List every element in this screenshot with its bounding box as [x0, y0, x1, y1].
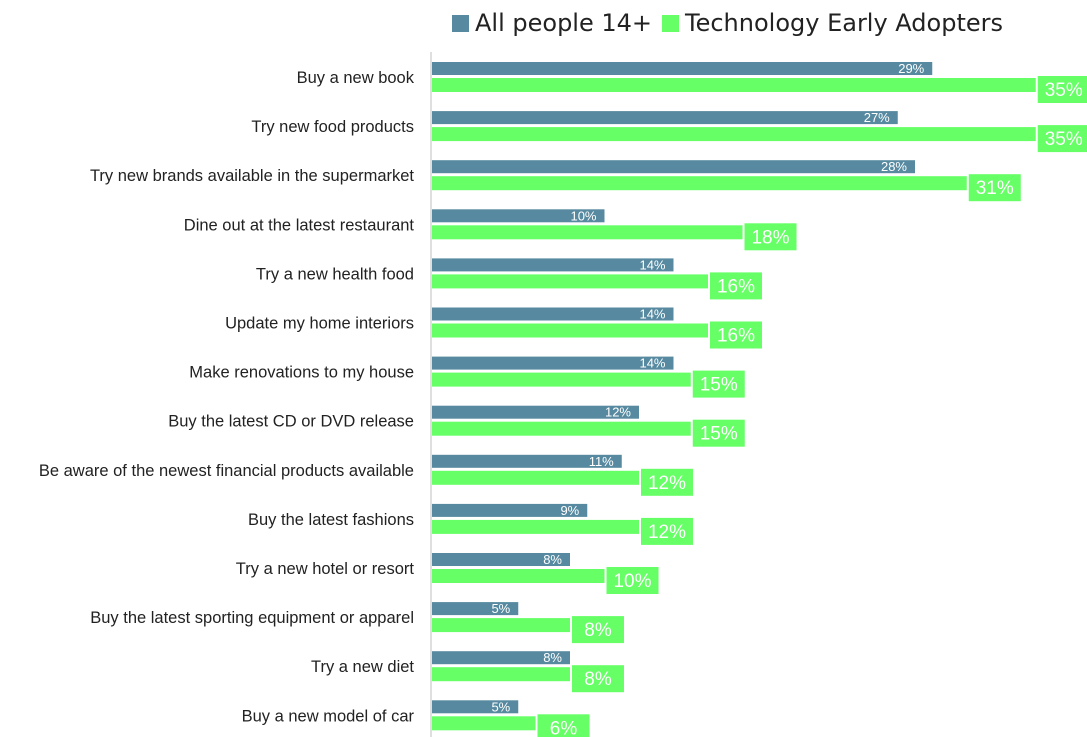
bar-early-adopters	[432, 470, 639, 485]
data-label-box-early-adopters	[710, 321, 762, 349]
data-label-all-people: 8%	[543, 650, 562, 665]
category-label: Buy the latest fashions	[248, 511, 414, 529]
category-label: Try a new hotel or resort	[236, 560, 415, 578]
bar-all-people	[432, 553, 570, 566]
bar-early-adopters	[432, 716, 536, 731]
bar-all-people	[432, 454, 622, 468]
category-label: Try new brands available in the supermar…	[90, 167, 414, 185]
data-label-all-people: 9%	[560, 503, 579, 518]
bar-all-people	[432, 160, 915, 174]
data-label-all-people: 28%	[881, 159, 907, 174]
bar-all-people	[432, 307, 674, 321]
data-label-early-adopters: 15%	[700, 375, 738, 396]
bar-early-adopters	[432, 127, 1036, 142]
legend-label-early-adopters: Technology Early Adopters	[685, 9, 1003, 37]
data-label-all-people: 14%	[639, 307, 665, 322]
data-label-box-early-adopters	[572, 616, 624, 644]
bar-early-adopters	[432, 519, 639, 534]
category-label: Try a new diet	[311, 658, 414, 676]
data-label-box-early-adopters	[572, 665, 624, 693]
data-label-all-people: 14%	[639, 356, 665, 371]
data-label-box-early-adopters	[537, 714, 590, 737]
data-label-box-early-adopters	[641, 517, 693, 545]
bar-all-people	[432, 111, 898, 125]
bar-early-adopters	[432, 421, 691, 436]
data-label-all-people: 5%	[491, 699, 510, 714]
data-label-early-adopters: 8%	[584, 669, 612, 690]
data-label-early-adopters: 8%	[584, 620, 612, 641]
bar-all-people	[432, 651, 570, 665]
category-label: Buy a new book	[297, 69, 415, 87]
data-label-early-adopters: 35%	[1045, 129, 1083, 150]
legend-item-early-adopters: Technology Early Adopters	[662, 6, 1003, 40]
bar-all-people	[432, 356, 674, 370]
data-label-box-early-adopters	[1037, 125, 1087, 153]
category-label: Buy a new model of car	[242, 707, 415, 725]
data-label-box-early-adopters	[692, 419, 745, 447]
bar-early-adopters	[432, 274, 708, 289]
data-label-box-early-adopters	[710, 272, 762, 300]
data-label-early-adopters: 16%	[717, 276, 755, 297]
data-label-all-people: 14%	[639, 257, 665, 272]
category-label: Update my home interiors	[225, 315, 414, 333]
data-label-box-early-adopters	[606, 567, 659, 594]
bar-early-adopters	[432, 618, 570, 633]
bar-early-adopters	[432, 176, 967, 191]
category-label: Dine out at the latest restaurant	[184, 216, 415, 234]
legend-swatch-early-adopters	[662, 14, 679, 32]
bar-all-people	[432, 503, 588, 517]
legend-label-all-people: All people 14+	[475, 9, 653, 37]
data-label-early-adopters: 31%	[976, 178, 1014, 199]
data-label-early-adopters: 18%	[751, 227, 789, 248]
data-label-all-people: 5%	[491, 601, 510, 616]
legend-item-all-people: All people 14+	[452, 6, 652, 40]
bar-early-adopters	[432, 372, 691, 387]
data-label-early-adopters: 35%	[1045, 80, 1083, 101]
category-label: Make renovations to my house	[189, 364, 414, 382]
legend-swatch-all-people	[452, 14, 469, 32]
category-label: Try new food products	[251, 118, 414, 136]
data-label-early-adopters: 10%	[613, 571, 651, 592]
bar-all-people	[432, 258, 674, 272]
category-label: Try a new health food	[256, 265, 414, 283]
data-label-early-adopters: 15%	[700, 424, 738, 445]
bar-early-adopters	[432, 667, 570, 682]
category-label: Buy the latest sporting equipment or app…	[90, 609, 414, 627]
chart-legend: All people 14+ Technology Early Adopters	[0, 6, 1087, 40]
data-label-box-early-adopters	[968, 174, 1021, 202]
data-label-all-people: 29%	[898, 61, 924, 76]
data-label-early-adopters: 6%	[550, 718, 578, 737]
bar-all-people	[432, 405, 639, 419]
bar-all-people	[432, 209, 605, 223]
data-label-all-people: 27%	[864, 110, 890, 125]
bar-all-people	[432, 62, 933, 75]
bar-early-adopters	[432, 323, 708, 338]
data-label-early-adopters: 16%	[717, 326, 755, 347]
data-label-all-people: 12%	[605, 405, 631, 420]
data-label-all-people: 11%	[589, 454, 614, 469]
data-label-box-early-adopters	[641, 468, 693, 496]
category-label: Be aware of the newest financial product…	[39, 462, 414, 480]
category-label: Buy the latest CD or DVD release	[168, 413, 414, 431]
data-label-early-adopters: 12%	[648, 522, 686, 543]
bar-early-adopters	[432, 225, 743, 240]
bar-all-people	[432, 602, 519, 616]
data-label-box-early-adopters	[744, 223, 797, 251]
data-label-all-people: 10%	[570, 208, 596, 223]
bar-early-adopters	[432, 569, 605, 583]
data-label-box-early-adopters	[692, 370, 745, 398]
bar-early-adopters	[432, 78, 1036, 92]
data-label-box-early-adopters	[1037, 76, 1087, 103]
data-label-all-people: 8%	[543, 552, 562, 567]
data-label-early-adopters: 12%	[648, 473, 686, 494]
bar-all-people	[432, 700, 519, 714]
